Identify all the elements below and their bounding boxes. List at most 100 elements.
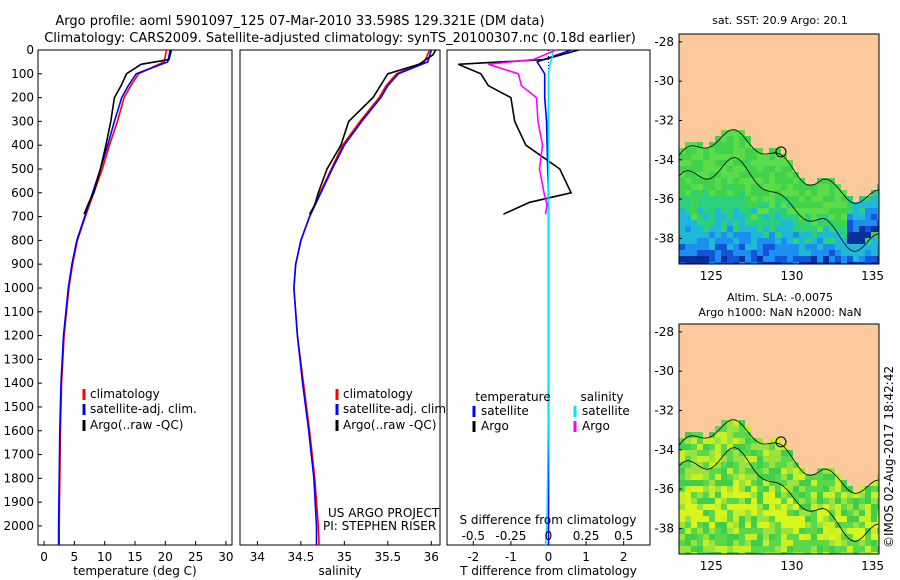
grid-cell bbox=[739, 438, 745, 444]
grid-cell bbox=[739, 220, 745, 226]
grid-cell bbox=[691, 238, 697, 244]
grid-cell bbox=[763, 450, 769, 456]
grid-cell bbox=[793, 468, 799, 474]
grid-cell bbox=[775, 160, 781, 166]
grid-cell bbox=[871, 546, 877, 552]
grid-cell bbox=[781, 456, 787, 462]
grid-cell bbox=[787, 468, 793, 474]
grid-cell bbox=[697, 486, 703, 492]
grid-cell bbox=[739, 238, 745, 244]
grid-cell bbox=[721, 444, 727, 450]
grid-cell bbox=[733, 262, 739, 264]
grid-cell bbox=[805, 498, 811, 504]
grid-cell bbox=[703, 196, 709, 202]
grid-cell bbox=[787, 184, 793, 190]
grid-cell bbox=[679, 154, 685, 160]
grid-cell bbox=[697, 256, 703, 262]
grid-cell bbox=[715, 444, 721, 450]
grid-cell bbox=[685, 148, 691, 154]
grid-cell bbox=[709, 220, 715, 226]
grid-cell bbox=[733, 202, 739, 208]
grid-cell bbox=[691, 166, 697, 172]
y-tick-label: 400 bbox=[11, 138, 34, 152]
grid-cell bbox=[871, 516, 877, 522]
grid-cell bbox=[781, 516, 787, 522]
y-tick-label: 100 bbox=[11, 67, 34, 81]
grid-cell bbox=[751, 184, 757, 190]
grid-cell bbox=[721, 528, 727, 534]
grid-cell bbox=[739, 468, 745, 474]
grid-cell bbox=[733, 462, 739, 468]
grid-cell bbox=[727, 256, 733, 262]
grid-cell bbox=[679, 450, 685, 456]
x2-axis-label: S difference from climatology bbox=[460, 513, 637, 527]
grid-cell bbox=[703, 244, 709, 250]
grid-cell bbox=[709, 214, 715, 220]
grid-cell bbox=[835, 238, 841, 244]
grid-cell bbox=[697, 220, 703, 226]
x2-tick-label: 0 bbox=[545, 529, 553, 543]
grid-cell bbox=[691, 262, 697, 264]
grid-cell bbox=[811, 196, 817, 202]
series-line bbox=[457, 49, 579, 215]
grid-cell bbox=[739, 546, 745, 552]
grid-cell bbox=[775, 226, 781, 232]
x-tick-label: 34 bbox=[250, 550, 265, 564]
grid-cell bbox=[769, 202, 775, 208]
grid-cell bbox=[679, 528, 685, 534]
grid-cell bbox=[787, 552, 793, 554]
x-tick-label: 34.5 bbox=[288, 550, 315, 564]
grid-cell bbox=[715, 232, 721, 238]
grid-cell bbox=[733, 136, 739, 142]
map-title: Altim. SLA: -0.0075 bbox=[727, 291, 833, 304]
grid-cell bbox=[739, 166, 745, 172]
grid-cell bbox=[763, 528, 769, 534]
grid-cell bbox=[739, 190, 745, 196]
grid-cell bbox=[727, 250, 733, 256]
grid-cell bbox=[781, 196, 787, 202]
grid-cell bbox=[727, 510, 733, 516]
grid-cell bbox=[757, 528, 763, 534]
grid-cell bbox=[793, 220, 799, 226]
grid-cell bbox=[703, 552, 709, 554]
grid-cell bbox=[745, 190, 751, 196]
grid-cell bbox=[691, 486, 697, 492]
grid-cell bbox=[853, 498, 859, 504]
grid-cell bbox=[721, 172, 727, 178]
grid-cell bbox=[769, 486, 775, 492]
argo-location-marker bbox=[775, 146, 787, 158]
grid-cell bbox=[811, 546, 817, 552]
grid-cell bbox=[739, 510, 745, 516]
grid-cell bbox=[787, 220, 793, 226]
grid-cell bbox=[823, 238, 829, 244]
grid-cell bbox=[703, 450, 709, 456]
grid-cell bbox=[721, 474, 727, 480]
grid-cell bbox=[697, 546, 703, 552]
grid-cell bbox=[757, 546, 763, 552]
grid-cell bbox=[859, 546, 865, 552]
grid-cell bbox=[823, 220, 829, 226]
grid-cell bbox=[835, 232, 841, 238]
grid-cell bbox=[847, 492, 853, 498]
grid-cell bbox=[703, 486, 709, 492]
grid-cell bbox=[775, 534, 781, 540]
y-tick-label: 700 bbox=[11, 210, 34, 224]
grid-cell bbox=[721, 136, 727, 142]
x-tick-label: 130 bbox=[780, 559, 803, 573]
grid-cell bbox=[847, 522, 853, 528]
grid-cell bbox=[739, 426, 745, 432]
grid-cell bbox=[829, 540, 835, 546]
grid-cell bbox=[769, 468, 775, 474]
grid-cell bbox=[703, 516, 709, 522]
grid-cell bbox=[727, 208, 733, 214]
grid-cell bbox=[823, 546, 829, 552]
grid-cell bbox=[811, 510, 817, 516]
grid-cell bbox=[757, 220, 763, 226]
grid-cell bbox=[709, 486, 715, 492]
grid-cell bbox=[775, 486, 781, 492]
grid-cell bbox=[781, 184, 787, 190]
grid-cell bbox=[685, 522, 691, 528]
grid-cell bbox=[835, 504, 841, 510]
grid-cell bbox=[739, 142, 745, 148]
